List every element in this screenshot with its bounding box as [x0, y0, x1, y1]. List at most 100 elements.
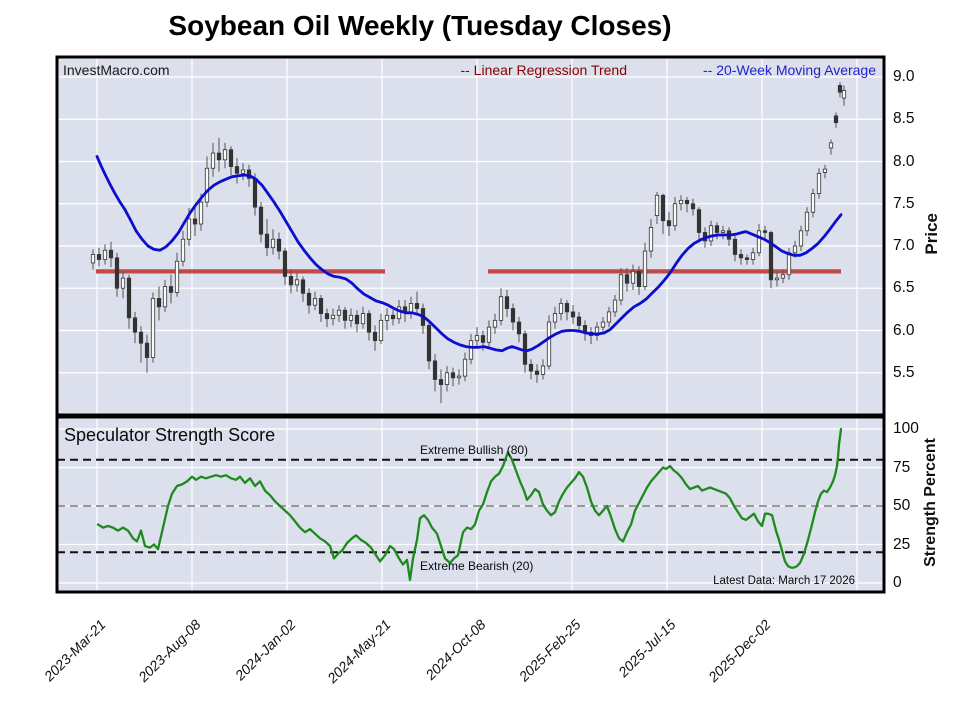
- page-title: Soybean Oil Weekly (Tuesday Closes): [168, 10, 672, 41]
- candle-down: [516, 321, 522, 335]
- candle-down: [480, 335, 486, 343]
- candle-up: [618, 274, 624, 301]
- price-tick-label: 7.5: [893, 194, 915, 212]
- candle-down: [684, 199, 690, 205]
- candle-up: [600, 321, 606, 328]
- candle-down: [576, 316, 582, 326]
- candle-down: [372, 331, 378, 342]
- candle-down: [660, 194, 666, 222]
- candle-up: [498, 296, 504, 321]
- candle-down: [108, 249, 114, 259]
- candle-down: [96, 254, 102, 260]
- candle-up: [756, 230, 762, 254]
- candle-down: [138, 331, 144, 344]
- legend-ma-label: -- 20-Week Moving Average: [702, 62, 876, 78]
- candle-down: [768, 232, 774, 281]
- candle-down: [132, 317, 138, 333]
- candle-up: [90, 254, 96, 264]
- candle-down: [504, 296, 510, 309]
- candle-up: [312, 297, 318, 306]
- candle-down: [762, 230, 768, 233]
- candle-up: [456, 375, 462, 379]
- candle-down: [564, 303, 570, 313]
- strength-tick-label: 0: [893, 574, 902, 591]
- candle-down: [252, 177, 258, 208]
- candle-down: [216, 152, 222, 161]
- strength-panel-title: Speculator Strength Score: [64, 425, 276, 445]
- candle-up: [444, 372, 450, 385]
- candle-down: [228, 149, 234, 167]
- candle-up: [720, 230, 726, 233]
- candle-up: [120, 277, 126, 289]
- candle-up: [642, 250, 648, 287]
- candle-down: [324, 313, 330, 320]
- candle-down: [306, 292, 312, 306]
- candle-down: [300, 279, 306, 294]
- candle-down: [342, 309, 348, 321]
- candle-up: [186, 218, 192, 240]
- candle-down: [114, 257, 120, 289]
- candle-up: [396, 306, 402, 320]
- candle-down: [738, 254, 744, 259]
- price-tick-label: 9.0: [893, 68, 915, 85]
- candle-down: [690, 203, 696, 210]
- candle-down: [318, 297, 324, 315]
- moving-average-line: [95, 154, 843, 353]
- candle-down: [234, 166, 240, 174]
- candle-down: [666, 220, 672, 227]
- candle-up: [774, 277, 780, 281]
- chart-page: { "title": "Soybean Oil Weekly (Tuesday …: [40, 10, 941, 686]
- strength-panel-background: [57, 417, 884, 592]
- strength-tick-label: 50: [893, 497, 911, 514]
- latest-data-label: Latest Data: March 17 2026: [713, 575, 855, 587]
- candle-up: [606, 311, 612, 323]
- candle-up: [594, 326, 600, 336]
- candle-up: [360, 313, 366, 325]
- candle-up: [792, 245, 798, 254]
- candle-down: [570, 311, 576, 318]
- candle-up: [240, 169, 246, 174]
- candle-up: [336, 309, 342, 316]
- candle-down: [624, 274, 630, 284]
- candle-up: [798, 230, 804, 247]
- price-panel-border: [55, 55, 886, 417]
- price-tick-label: 8.0: [893, 152, 915, 170]
- candle-down: [732, 238, 738, 255]
- candle-down: [528, 363, 534, 372]
- candle-up: [102, 249, 108, 260]
- candle-up: [654, 194, 660, 216]
- candle-up: [558, 303, 564, 314]
- candle-up: [198, 201, 204, 225]
- candle-up: [786, 252, 792, 276]
- candle-up: [630, 270, 636, 284]
- candle-down: [390, 314, 396, 320]
- candle-down: [432, 360, 438, 380]
- candle-up: [384, 314, 390, 321]
- candle-up: [816, 172, 822, 195]
- price-tick-label: 7.0: [893, 237, 915, 254]
- candle-down: [837, 85, 843, 93]
- candle-up: [841, 90, 847, 99]
- candle-down: [288, 276, 294, 286]
- candle-up: [222, 149, 228, 161]
- candle-down: [510, 308, 516, 323]
- candle-down: [696, 209, 702, 233]
- candle-down: [426, 325, 432, 362]
- candle-up: [648, 227, 654, 252]
- candle-up: [828, 142, 834, 149]
- candle-up: [468, 340, 474, 360]
- candle-up: [708, 225, 714, 242]
- candle-up: [540, 365, 546, 375]
- extreme-bearish-annotation: Extreme Bearish (20): [420, 559, 534, 573]
- candle-down: [534, 370, 540, 375]
- candle-up: [750, 252, 756, 260]
- candle-down: [636, 270, 642, 287]
- candle-up: [780, 274, 786, 279]
- candle-up: [204, 167, 210, 203]
- candle-down: [144, 342, 150, 358]
- candle-down: [168, 286, 174, 293]
- candle-up: [378, 319, 384, 342]
- candle-up: [462, 358, 468, 377]
- candle-up: [174, 260, 180, 293]
- candle-down: [438, 379, 444, 385]
